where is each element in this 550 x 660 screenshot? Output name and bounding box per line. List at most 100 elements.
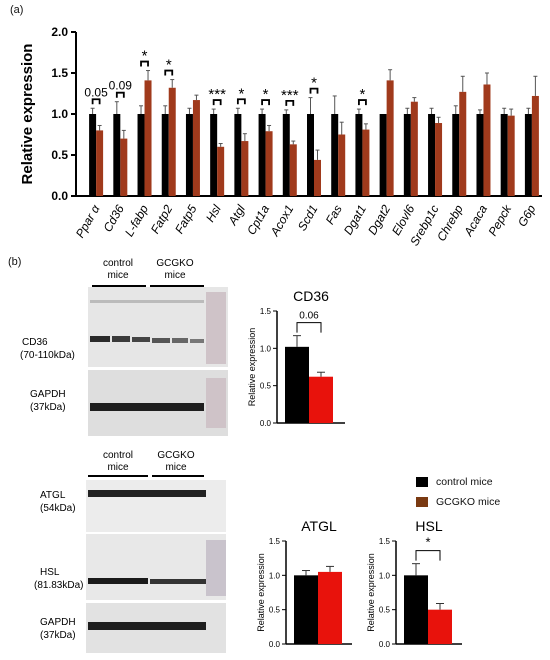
bar-Cd36-series1 [113, 114, 121, 196]
significance-bracket [285, 100, 295, 106]
y-tick-label: 1.0 [269, 571, 281, 580]
bar-GCGKO-mice [309, 376, 333, 423]
gapdh-blot-label-line1: GAPDH [30, 389, 66, 400]
y-axis-title: Relative expression [256, 553, 266, 632]
bar-Cpt1a-series2 [265, 131, 273, 196]
legend-item-gcgko: GCGKO mice [416, 492, 500, 512]
significance-bracket [358, 99, 367, 106]
atgl-blot-image [86, 480, 226, 532]
cd36-bands [90, 292, 226, 364]
y-tick-label: 1.5 [260, 307, 272, 316]
significance-label: 0.09 [109, 79, 133, 93]
bar-Acox1-series1 [282, 114, 290, 196]
bar-GCGKO-mice [428, 609, 452, 644]
legend-label-control: control mice [436, 476, 493, 488]
gcgko-group-label-line1: GCGKO [156, 258, 193, 269]
significance-bracket [309, 87, 319, 94]
significance-bracket [415, 550, 441, 561]
bar-L-fabp-series1 [137, 114, 145, 196]
bar-Acaca-series1 [476, 114, 484, 196]
chart-title: HSL [415, 518, 442, 534]
significance-label: *** [208, 86, 226, 103]
significance-label: * [311, 75, 317, 92]
y-tick-label: 0.5 [260, 382, 272, 391]
y-axis-title: Relative expression [247, 328, 257, 407]
bar-control-mice [285, 346, 309, 423]
y-tick-label: 0.0 [269, 640, 281, 649]
significance-bracket [236, 98, 246, 105]
bar-Acox1-series2 [289, 144, 297, 196]
control-group-label-line2: mice [107, 270, 129, 281]
panel-label-a: (a) [10, 4, 24, 16]
chart-title: ATGL [301, 518, 337, 534]
significance-label: * [166, 57, 172, 74]
y-tick-label: 0.5 [379, 606, 391, 615]
bar-Srebp1c-series1 [428, 114, 436, 196]
bar-Fas-series2 [338, 134, 346, 196]
bar-Atgl-series1 [234, 114, 242, 196]
bar-Fatp5-series1 [185, 114, 193, 196]
significance-label: * [238, 85, 244, 102]
bar-Dgat2-series1 [379, 114, 387, 196]
bar-Dgat1-series2 [362, 129, 370, 196]
significance-bracket [91, 98, 101, 105]
bar-Acaca-series2 [483, 84, 491, 196]
legend-label-gcgko: GCGKO mice [436, 496, 501, 508]
y-tick-label: 2.0 [51, 25, 68, 39]
y-tick-label: 1.0 [260, 344, 272, 353]
bar-Elovl6-series1 [403, 114, 411, 196]
legend-item-control: control mice [416, 472, 500, 492]
y-tick-label: 1.5 [269, 537, 281, 546]
gapdh-lower-blot-label-line2: (37kDa) [40, 630, 76, 641]
significance-bracket [212, 99, 222, 106]
bar-Fas-series1 [331, 114, 339, 196]
hsl-blot-label-line1: HSL [40, 567, 60, 578]
legend-swatch-gcgko [416, 497, 428, 507]
hsl-blot-label-line2: (81.83kDa) [34, 580, 83, 591]
legend: control mice GCGKO mice [416, 472, 500, 512]
y-tick-label: 0.5 [51, 148, 68, 162]
bar-Hsl-series1 [210, 114, 218, 196]
bar-Fatp2-series1 [161, 114, 169, 196]
hsl-blot-image [86, 534, 226, 600]
control-group-label-lower-line1: control [103, 450, 133, 461]
significance-bracket [261, 99, 270, 106]
significance-label: * [425, 535, 430, 550]
bar-control-mice [294, 575, 318, 644]
bar-control-mice [404, 575, 428, 644]
gcgko-group-label-lower-line2: mice [165, 462, 187, 473]
significance-label: *** [281, 87, 299, 104]
bar-Fatp2-series2 [168, 87, 176, 196]
bar-Dgat1-series1 [355, 114, 363, 196]
cd36-blot-label-line2: (70-110kDa) [20, 350, 75, 361]
bar-Chrebp-series2 [459, 91, 467, 196]
bar-L-fabp-series2 [144, 80, 152, 196]
bar-Cd36-series2 [120, 138, 128, 196]
significance-label: * [142, 48, 148, 65]
bar-Ppar α-series1 [89, 114, 97, 196]
bar-Dgat2-series2 [386, 80, 394, 196]
bar-Cpt1a-series1 [258, 114, 266, 196]
gapdh-blot-label-line2: (37kDa) [30, 402, 66, 413]
atgl-blot-label-line2: (54kDa) [40, 503, 76, 514]
significance-bracket [296, 322, 322, 333]
gapdh-lower-bands [88, 622, 206, 630]
bar-Hsl-series2 [217, 146, 225, 196]
bar-Fatp5-series2 [192, 100, 200, 196]
bar-Atgl-series2 [241, 141, 249, 196]
bar-Ppar α-series2 [96, 130, 104, 196]
bar-Scd1-series2 [314, 159, 321, 196]
significance-bracket [164, 69, 174, 76]
bar-Chrebp-series1 [452, 114, 460, 196]
legend-swatch-control [416, 477, 428, 487]
gcgko-group-label-lower-line1: GCGKO [157, 450, 194, 461]
gcgko-group-label-line2: mice [164, 270, 186, 281]
bar-Elovl6-series2 [410, 101, 418, 196]
atgl-blot-label-line1: ATGL [40, 490, 66, 501]
y-tick-label: 1.5 [51, 66, 68, 80]
